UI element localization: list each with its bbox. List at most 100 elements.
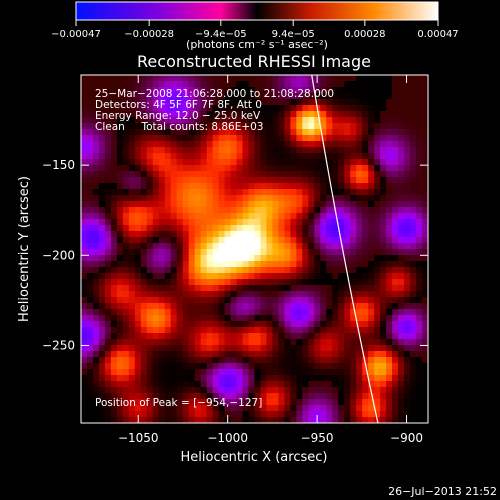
heatmap-cell xyxy=(338,297,345,304)
heatmap-cell xyxy=(188,231,196,238)
heatmap-cell xyxy=(200,279,208,286)
heatmap-cell xyxy=(134,261,142,268)
heatmap-cell xyxy=(284,249,291,256)
heatmap-cell xyxy=(194,417,202,423)
heatmap-cell xyxy=(134,411,142,418)
heatmap-cell xyxy=(266,399,274,406)
heatmap-cell xyxy=(296,225,303,232)
heatmap-cell xyxy=(398,153,405,160)
heatmap-cell xyxy=(158,315,166,322)
heatmap-cell xyxy=(374,381,381,388)
heatmap-cell xyxy=(422,249,428,256)
heatmap-cell xyxy=(164,111,172,118)
heatmap-cell xyxy=(92,87,100,94)
heatmap-cell xyxy=(236,81,244,88)
heatmap-cell xyxy=(296,333,303,340)
heatmap-cell xyxy=(356,141,363,148)
heatmap-cell xyxy=(320,93,327,100)
heatmap-cell xyxy=(81,105,88,112)
heatmap-cell xyxy=(176,201,184,208)
heatmap-cell xyxy=(81,351,88,358)
heatmap-cell xyxy=(242,225,250,232)
heatmap-cell xyxy=(122,339,130,346)
heatmap-cell xyxy=(218,189,226,196)
heatmap-cell xyxy=(326,279,333,286)
heatmap-cell xyxy=(338,189,345,196)
heatmap-cell xyxy=(254,237,262,244)
heatmap-cell xyxy=(200,159,208,166)
heatmap-cell xyxy=(98,147,106,154)
heatmap-cell xyxy=(386,267,393,274)
heatmap-cell xyxy=(104,363,112,370)
heatmap-cell xyxy=(344,165,351,172)
heatmap-cell xyxy=(122,315,130,322)
heatmap-cell xyxy=(398,225,405,232)
heatmap-cell xyxy=(410,249,417,256)
heatmap-cell xyxy=(284,267,291,274)
heatmap-cell xyxy=(392,411,399,418)
heatmap-cell xyxy=(242,321,250,328)
heatmap-cell xyxy=(158,135,166,142)
heatmap-cell xyxy=(86,273,94,280)
heatmap-cell xyxy=(110,261,118,268)
heatmap-cell xyxy=(200,183,208,190)
heatmap-cell xyxy=(284,237,291,244)
heatmap-cell xyxy=(176,177,184,184)
heatmap-cell xyxy=(422,333,428,340)
heatmap-cell xyxy=(212,165,220,172)
heatmap-cell xyxy=(128,165,136,172)
heatmap-cell xyxy=(320,267,327,274)
heatmap-cell xyxy=(278,339,286,346)
heatmap-cell xyxy=(146,297,154,304)
heatmap-cell xyxy=(122,369,130,376)
heatmap-cell xyxy=(338,339,345,346)
heatmap-cell xyxy=(236,93,244,100)
heatmap-cell xyxy=(206,129,214,136)
heatmap-cell xyxy=(128,309,136,316)
heatmap-cell xyxy=(320,321,327,328)
heatmap-cell xyxy=(86,105,94,112)
heatmap-cell xyxy=(362,399,369,406)
heatmap-cell xyxy=(188,339,196,346)
heatmap-cell xyxy=(332,351,339,358)
heatmap-cell xyxy=(326,135,333,142)
heatmap-cell xyxy=(158,303,166,310)
heatmap-cell xyxy=(398,117,405,124)
heatmap-cell xyxy=(206,351,214,358)
heatmap-cell xyxy=(350,309,357,316)
heatmap-cell xyxy=(260,255,268,262)
heatmap-cell xyxy=(116,303,124,310)
heatmap-cell xyxy=(398,105,405,112)
heatmap-cell xyxy=(92,117,100,124)
heatmap-cell xyxy=(338,117,345,124)
heatmap-cell xyxy=(146,345,154,352)
heatmap-cell xyxy=(380,255,387,262)
heatmap-cell xyxy=(344,381,351,388)
heatmap-cell xyxy=(398,261,405,268)
heatmap-cell xyxy=(404,411,411,418)
heatmap-cell xyxy=(362,123,369,130)
heatmap-cell xyxy=(296,189,303,196)
heatmap-cell xyxy=(236,243,244,250)
heatmap-cell xyxy=(122,219,130,226)
heatmap-cell xyxy=(410,261,417,268)
heatmap-cell xyxy=(272,273,280,280)
heatmap-cell xyxy=(272,375,280,382)
heatmap-cell xyxy=(212,285,220,292)
heatmap-cell xyxy=(104,117,112,124)
heatmap-cell xyxy=(212,339,220,346)
heatmap-cell xyxy=(164,363,172,370)
heatmap-cell xyxy=(404,297,411,304)
heatmap-cell xyxy=(404,369,411,376)
heatmap-cell xyxy=(326,87,333,94)
heatmap-cell xyxy=(284,243,291,250)
heatmap-cell xyxy=(140,243,148,250)
heatmap-cell xyxy=(122,345,130,352)
heatmap-cell xyxy=(86,255,94,262)
heatmap-cell xyxy=(296,273,303,280)
heatmap-cell xyxy=(170,225,178,232)
heatmap-cell xyxy=(122,159,130,166)
heatmap-cell xyxy=(392,417,399,423)
heatmap-cell xyxy=(338,237,345,244)
heatmap-cell xyxy=(212,405,220,412)
